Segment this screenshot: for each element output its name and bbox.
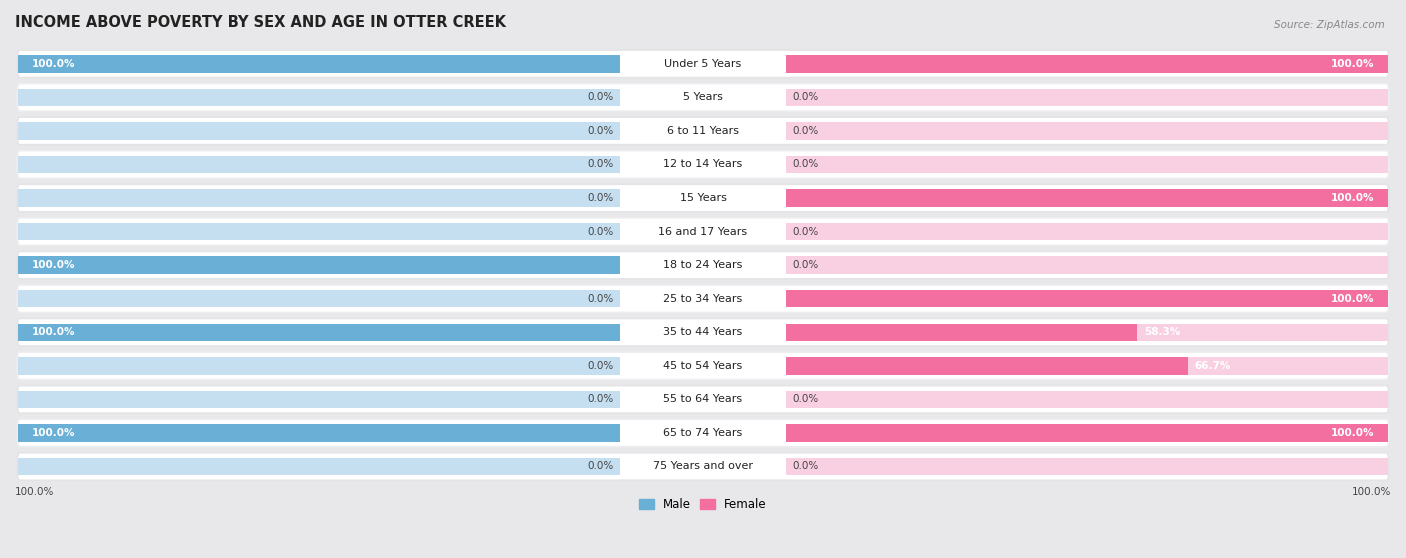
Text: 12 to 14 Years: 12 to 14 Years	[664, 160, 742, 170]
Text: 75 Years and over: 75 Years and over	[652, 461, 754, 472]
Text: 66.7%: 66.7%	[1195, 361, 1230, 371]
Text: 100.0%: 100.0%	[1331, 193, 1375, 203]
Bar	[786, 55, 1388, 73]
FancyBboxPatch shape	[17, 453, 1389, 480]
Bar	[786, 424, 1388, 442]
Bar	[18, 55, 620, 73]
Text: 0.0%: 0.0%	[588, 193, 613, 203]
Text: 100.0%: 100.0%	[31, 428, 75, 438]
FancyBboxPatch shape	[17, 319, 1389, 346]
Text: 0.0%: 0.0%	[588, 294, 613, 304]
FancyBboxPatch shape	[17, 218, 1389, 246]
Bar	[18, 257, 620, 274]
FancyBboxPatch shape	[17, 184, 1389, 212]
Text: 100.0%: 100.0%	[31, 327, 75, 337]
Text: 45 to 54 Years: 45 to 54 Years	[664, 361, 742, 371]
Text: 0.0%: 0.0%	[588, 227, 613, 237]
Bar	[18, 89, 620, 106]
Bar	[18, 223, 620, 240]
Bar	[18, 324, 620, 341]
FancyBboxPatch shape	[17, 419, 1389, 447]
Bar	[18, 122, 620, 140]
Bar	[786, 324, 1388, 341]
FancyBboxPatch shape	[17, 151, 1389, 178]
Bar	[786, 122, 1388, 140]
Bar	[786, 189, 1388, 207]
Text: 100.0%: 100.0%	[31, 260, 75, 270]
Text: 0.0%: 0.0%	[793, 160, 818, 170]
FancyBboxPatch shape	[17, 50, 1389, 78]
Bar	[18, 324, 620, 341]
Bar	[786, 189, 1388, 207]
Text: 0.0%: 0.0%	[588, 395, 613, 405]
Bar	[786, 290, 1388, 307]
Bar	[786, 223, 1388, 240]
Bar	[18, 458, 620, 475]
Text: 0.0%: 0.0%	[588, 461, 613, 472]
Bar	[18, 424, 620, 442]
Text: 18 to 24 Years: 18 to 24 Years	[664, 260, 742, 270]
Text: 55 to 64 Years: 55 to 64 Years	[664, 395, 742, 405]
Bar	[18, 189, 620, 207]
Text: 100.0%: 100.0%	[1331, 428, 1375, 438]
Text: 6 to 11 Years: 6 to 11 Years	[666, 126, 740, 136]
Legend: Male, Female: Male, Female	[634, 494, 772, 516]
Text: 100.0%: 100.0%	[15, 487, 55, 497]
Bar	[18, 55, 620, 73]
Text: Under 5 Years: Under 5 Years	[665, 59, 741, 69]
Bar	[786, 290, 1388, 307]
Text: 16 and 17 Years: 16 and 17 Years	[658, 227, 748, 237]
Text: 0.0%: 0.0%	[793, 395, 818, 405]
FancyBboxPatch shape	[17, 352, 1389, 379]
Bar	[18, 357, 620, 374]
Bar	[18, 257, 620, 274]
Bar	[786, 156, 1388, 173]
Text: Source: ZipAtlas.com: Source: ZipAtlas.com	[1274, 20, 1385, 30]
Text: 58.3%: 58.3%	[1144, 327, 1180, 337]
Bar	[786, 391, 1388, 408]
Bar	[786, 257, 1388, 274]
Bar	[786, 424, 1388, 442]
Bar	[18, 156, 620, 173]
Text: 0.0%: 0.0%	[793, 227, 818, 237]
Text: 0.0%: 0.0%	[588, 160, 613, 170]
Bar	[18, 290, 620, 307]
Text: 100.0%: 100.0%	[1331, 294, 1375, 304]
Bar	[786, 324, 1137, 341]
FancyBboxPatch shape	[17, 252, 1389, 279]
Text: 0.0%: 0.0%	[793, 461, 818, 472]
Bar	[786, 458, 1388, 475]
Text: 35 to 44 Years: 35 to 44 Years	[664, 327, 742, 337]
Text: 0.0%: 0.0%	[793, 260, 818, 270]
FancyBboxPatch shape	[17, 386, 1389, 413]
FancyBboxPatch shape	[17, 285, 1389, 312]
Text: 5 Years: 5 Years	[683, 93, 723, 102]
Bar	[786, 89, 1388, 106]
FancyBboxPatch shape	[17, 117, 1389, 145]
Text: 0.0%: 0.0%	[793, 126, 818, 136]
Text: 100.0%: 100.0%	[31, 59, 75, 69]
Bar	[786, 55, 1388, 73]
Text: 0.0%: 0.0%	[588, 126, 613, 136]
FancyBboxPatch shape	[17, 84, 1389, 111]
Text: 100.0%: 100.0%	[1351, 487, 1391, 497]
Text: 25 to 34 Years: 25 to 34 Years	[664, 294, 742, 304]
Bar	[18, 424, 620, 442]
Text: 0.0%: 0.0%	[588, 361, 613, 371]
Text: 0.0%: 0.0%	[793, 93, 818, 102]
Bar	[786, 357, 1188, 374]
Text: 65 to 74 Years: 65 to 74 Years	[664, 428, 742, 438]
Bar	[18, 391, 620, 408]
Text: 0.0%: 0.0%	[588, 93, 613, 102]
Text: 15 Years: 15 Years	[679, 193, 727, 203]
Bar	[786, 357, 1388, 374]
Text: INCOME ABOVE POVERTY BY SEX AND AGE IN OTTER CREEK: INCOME ABOVE POVERTY BY SEX AND AGE IN O…	[15, 15, 506, 30]
Text: 100.0%: 100.0%	[1331, 59, 1375, 69]
